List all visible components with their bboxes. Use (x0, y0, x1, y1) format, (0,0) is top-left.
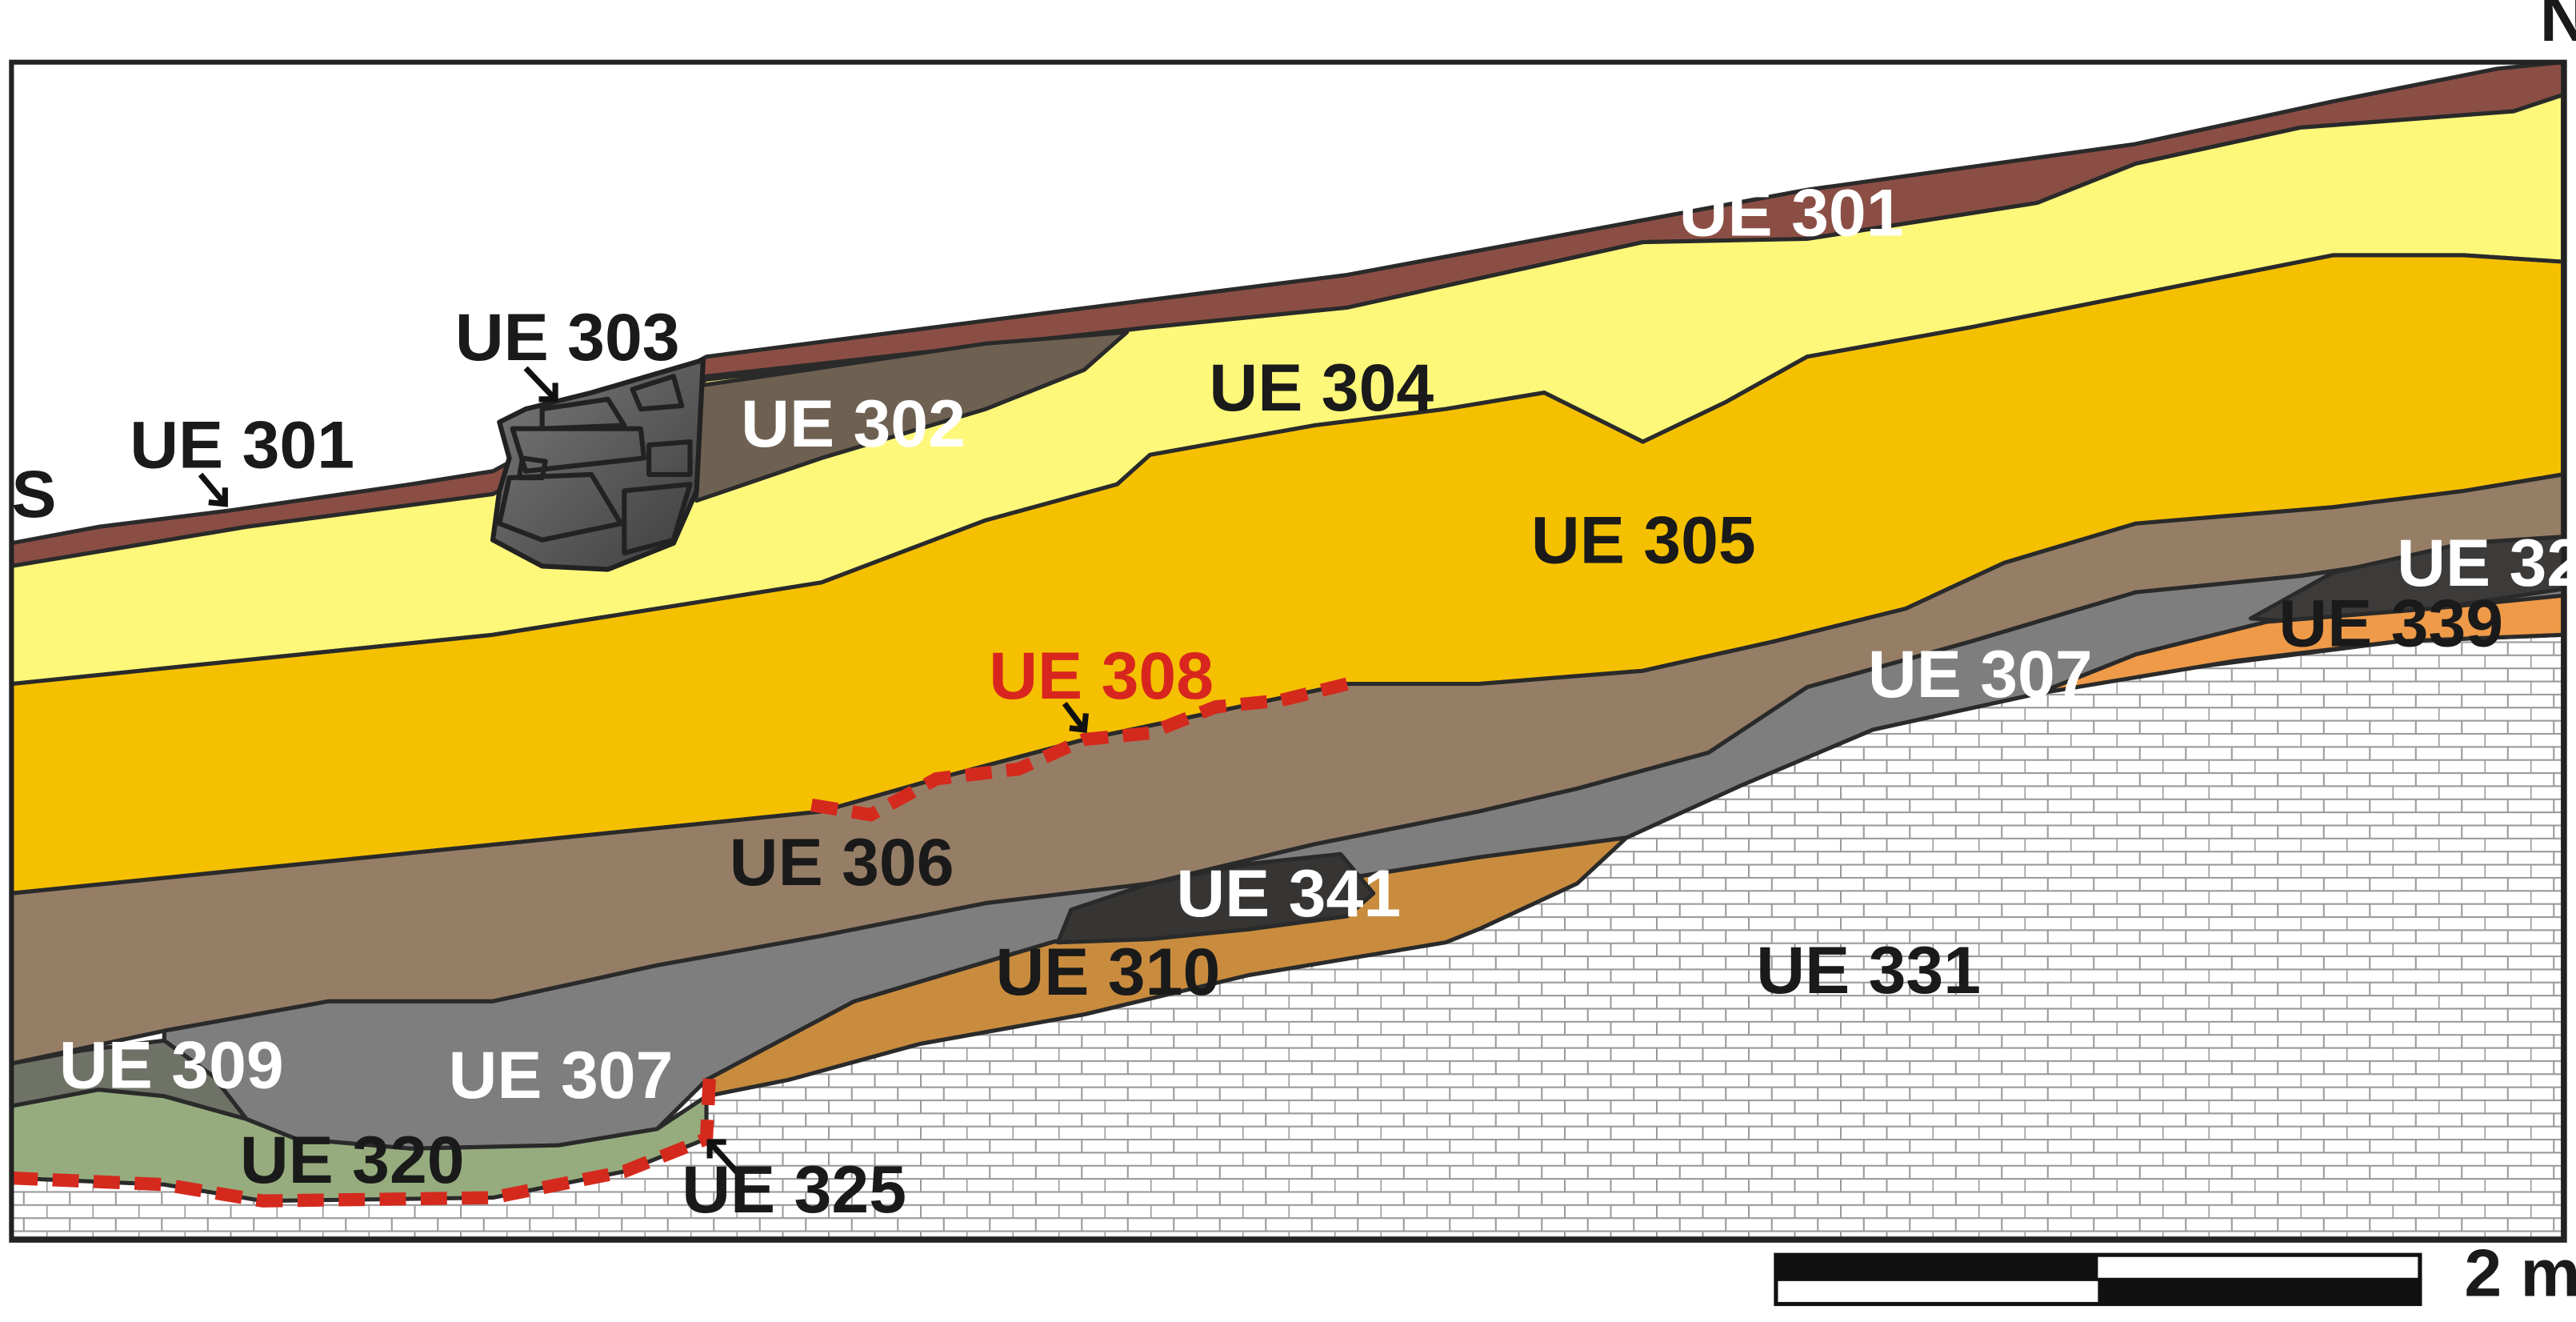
label-ue339: UE 339 (2278, 586, 2503, 661)
label-ue310: UE 310 (995, 934, 1220, 1009)
arrow-ue325 (706, 1139, 742, 1177)
arrow-ue308 (1062, 702, 1089, 733)
label-scale: 2 m (2464, 1235, 2576, 1310)
layer-ue341 (1055, 851, 1376, 945)
label-ue307-left: UE 307 (449, 1037, 674, 1112)
label-ue325: UE 325 (682, 1152, 906, 1227)
label-ue309: UE 309 (59, 1028, 284, 1103)
label-north: N (2540, 0, 2576, 55)
label-ue308: UE 308 (989, 638, 1214, 713)
arrow-ue301 (198, 472, 228, 507)
label-ue306: UE 306 (730, 824, 954, 899)
label-ue331: UE 331 (1756, 932, 1981, 1008)
boundary-ue308 (810, 677, 1349, 822)
label-ue307-right: UE 307 (1868, 636, 2093, 711)
stone-cluster-ue303 (490, 357, 706, 572)
layer-ue302 (694, 330, 1130, 503)
label-south: S (11, 456, 56, 531)
label-ue328: UE 328 (2397, 525, 2576, 600)
scale-bar (1774, 1252, 2422, 1307)
label-ue320: UE 320 (240, 1122, 465, 1197)
label-ue301-top: UE 301 (1679, 175, 1904, 250)
section-frame (9, 59, 2567, 1243)
label-ue302: UE 302 (741, 386, 966, 461)
layer-ue320 (9, 1088, 709, 1204)
label-ue301-left: UE 301 (130, 407, 354, 483)
label-ue305: UE 305 (1531, 502, 1756, 577)
boundary-ue325 (11, 1072, 717, 1208)
label-ue341: UE 341 (1176, 855, 1401, 931)
label-ue304: UE 304 (1209, 350, 1434, 425)
arrow-ue303 (523, 366, 558, 403)
label-ue303: UE 303 (455, 299, 680, 375)
